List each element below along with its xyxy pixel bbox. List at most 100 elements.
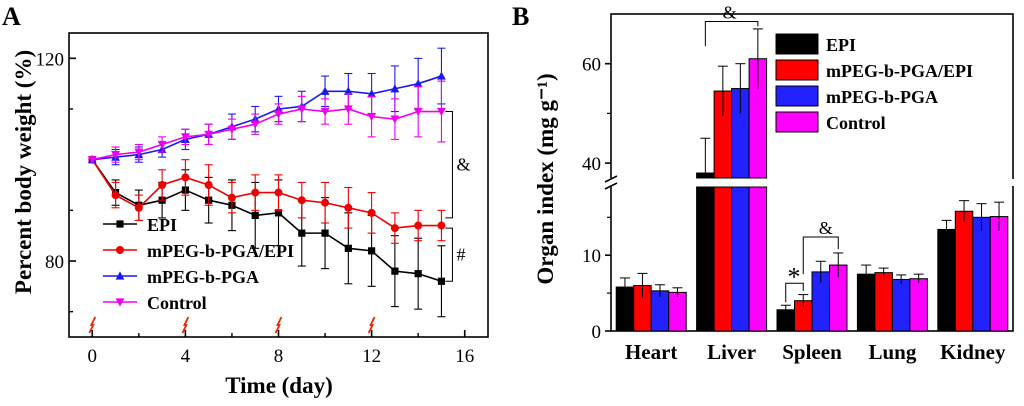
data-point: [343, 105, 353, 114]
panel-a-x-tick-label: 4: [181, 346, 191, 367]
legend-item: Control: [775, 111, 886, 133]
data-point: [158, 181, 167, 189]
series-line: [92, 108, 442, 161]
dose-arrow-icon: [181, 316, 190, 334]
data-point: [437, 221, 446, 230]
data-point: [368, 247, 376, 255]
data-point: [320, 107, 330, 117]
data-point: [367, 89, 377, 98]
data-point: [298, 229, 306, 237]
legend-marker: [116, 220, 124, 228]
legend-item: Control: [103, 293, 207, 313]
data-point: [227, 125, 237, 134]
category-label: Heart: [625, 340, 677, 364]
legend-swatch: [775, 59, 819, 81]
panel-a-x-tick-label: 8: [274, 346, 284, 367]
panel-b-y-tick-label: 10: [582, 246, 601, 267]
legend-item: EPI: [103, 215, 177, 235]
legend-swatch: [775, 111, 819, 133]
bar: [989, 216, 1009, 332]
panel-a-x-tick-label: 16: [455, 346, 474, 367]
axis-break-gap: [602, 179, 1015, 186]
panel-b-label: B: [512, 2, 529, 31]
data-point: [343, 86, 353, 95]
data-point: [414, 221, 423, 230]
series-line: [91, 159, 442, 283]
data-point: [344, 203, 353, 212]
panel-b-y-axis-label: Organ index (mg g⁻¹): [533, 73, 558, 284]
data-point: [344, 244, 352, 252]
data-point: [367, 113, 377, 122]
data-point: [251, 188, 260, 197]
panel-b-legend: EPI mPEG-b-PGA/EPI mPEG-b-PGA Control: [775, 33, 973, 133]
data-point: [297, 196, 306, 205]
dose-arrow-icon: [274, 316, 283, 334]
data-point: [413, 107, 423, 117]
legend-swatch: [775, 33, 819, 55]
axis-break-mark: [604, 182, 618, 190]
bar: [954, 210, 974, 332]
data-point: [87, 156, 97, 165]
panel-b-plot-area: Heart Liver Spleen Lung Kidney 0 10 40 60 & & * EPI m…: [582, 2, 1015, 364]
significance-marker: &: [456, 155, 470, 175]
significance-bracket: [704, 20, 759, 47]
series-line: [92, 75, 442, 161]
data-point: [437, 107, 446, 117]
panel-b-y-tick-label: 40: [582, 154, 601, 175]
data-point: [321, 229, 329, 237]
legend-marker: [116, 246, 124, 254]
data-point: [391, 267, 399, 275]
legend-item: mPEG-b-PGA: [775, 85, 938, 107]
legend-marker: [115, 298, 125, 307]
data-point: [180, 133, 190, 142]
significance-marker: &: [723, 2, 737, 22]
panel-a-x-axis-label: Time (day): [225, 373, 333, 398]
significance-bracket: [445, 227, 453, 282]
panel-a-y-axis-label: Percent body weight (%): [11, 50, 36, 294]
significance-bracket: [802, 236, 839, 275]
panel-a-legend: EPI mPEG-b-PGA/EPI mPEG-b-PGA Control: [103, 215, 294, 313]
data-point: [227, 193, 236, 202]
significance-bracket: [445, 111, 453, 219]
data-point: [297, 105, 307, 114]
data-point: [390, 115, 400, 124]
panel-a-x-tick-label: 12: [362, 346, 381, 367]
data-point: [413, 79, 423, 88]
legend-swatch: [775, 85, 819, 107]
data-point: [321, 198, 330, 207]
significance-marker: &: [819, 218, 833, 238]
legend-item: mPEG-b-PGA: [103, 267, 259, 287]
bar: [696, 186, 715, 332]
series-mpeg-b-pga-epi: [88, 155, 446, 244]
panel-a-y-tick-label: 120: [36, 49, 65, 70]
data-point: [274, 188, 283, 197]
data-point: [250, 120, 260, 129]
axis-break-mark: [604, 175, 618, 183]
category-label: Spleen: [782, 340, 842, 364]
legend-item: mPEG-b-PGA/EPI: [103, 241, 294, 261]
bar: [972, 216, 991, 332]
significance-marker: #: [456, 245, 465, 265]
data-point: [274, 209, 283, 217]
bar: [874, 272, 893, 332]
bar: [748, 186, 768, 332]
bar-series-mpeg-b-pga: [650, 63, 991, 332]
data-point: [181, 173, 190, 182]
data-point: [111, 191, 120, 200]
bar: [909, 278, 928, 332]
bar: [713, 186, 733, 332]
series-line: [91, 159, 442, 229]
bar-series-control: [668, 28, 1009, 332]
data-point: [437, 277, 446, 285]
legend-label: Control: [147, 293, 207, 313]
legend-label: mPEG-b-PGA: [147, 267, 259, 287]
data-point: [251, 211, 259, 219]
data-point: [390, 84, 400, 93]
bar: [668, 291, 687, 332]
series-epi: [88, 156, 446, 318]
panel-b-y-tick-label: 60: [582, 55, 601, 76]
category-label: Liver: [707, 340, 756, 364]
data-point: [274, 110, 283, 119]
data-point: [320, 86, 330, 95]
panel-b-y-tick-label: 0: [592, 322, 602, 343]
